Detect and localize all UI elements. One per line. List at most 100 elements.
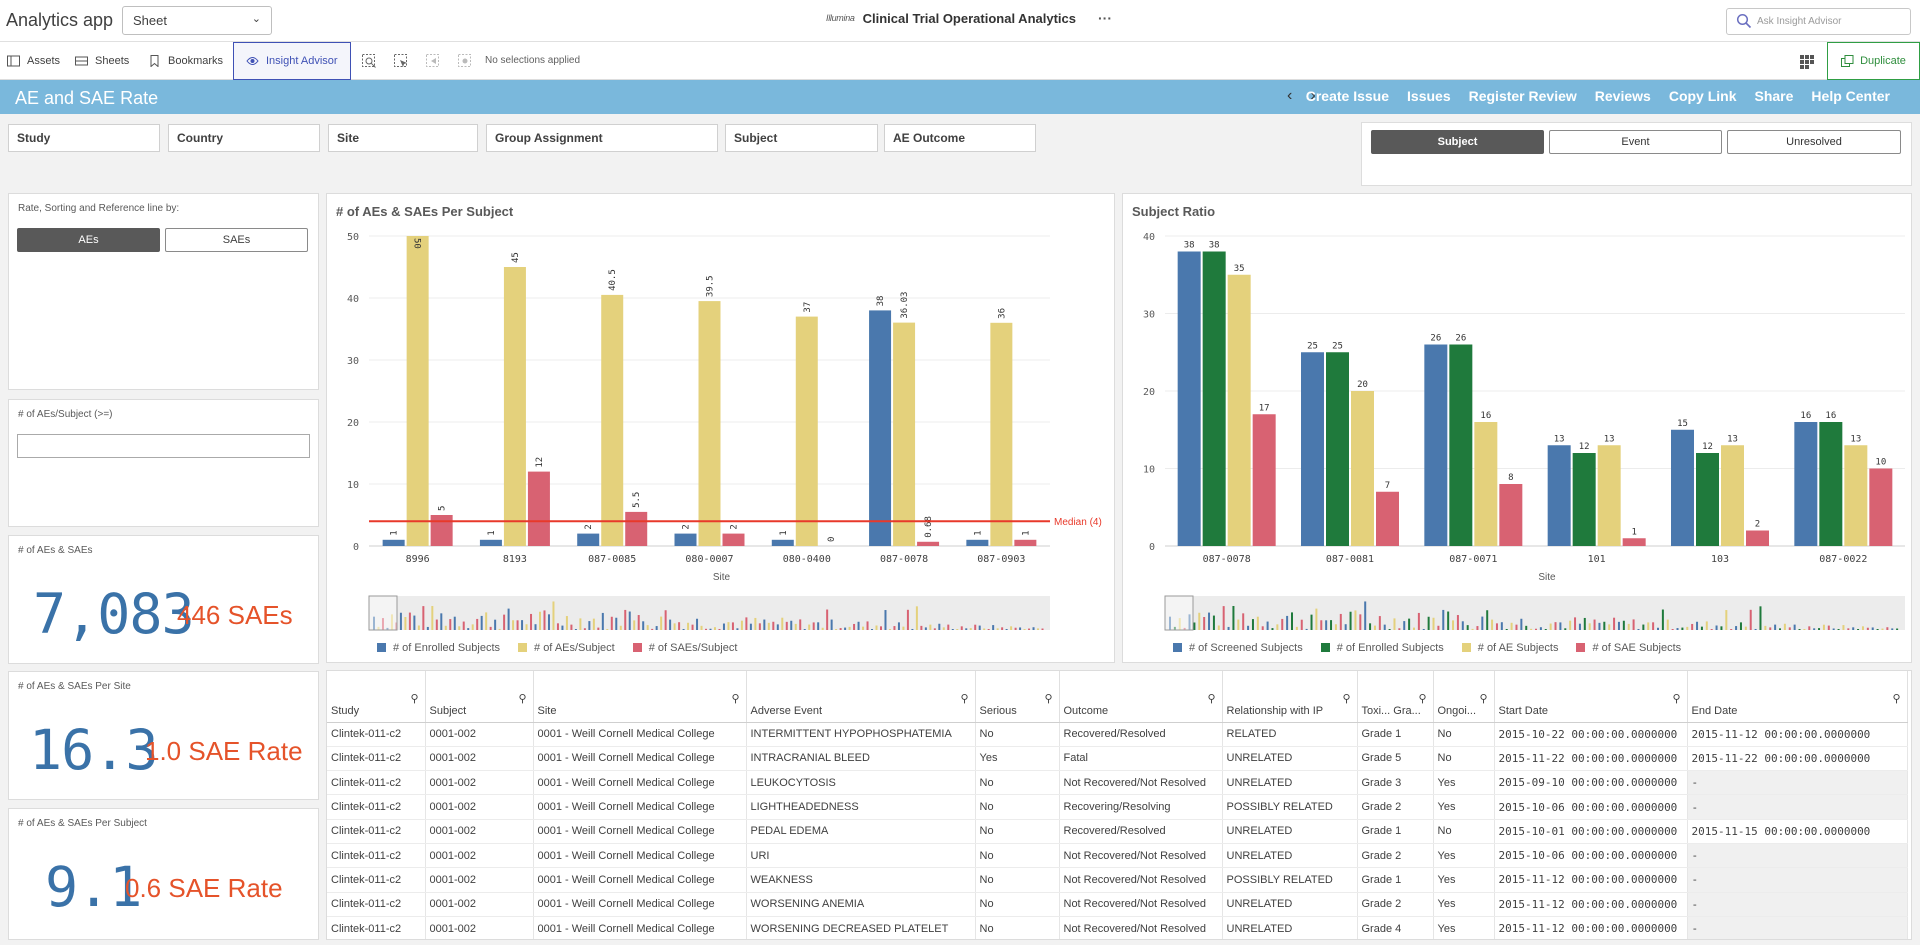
table-cell[interactable]: Clintek-011-c2 xyxy=(327,819,426,844)
table-cell[interactable]: Grade 1 xyxy=(1357,819,1434,844)
table-cell[interactable]: Not Recovered/Not Resolved xyxy=(1059,892,1223,917)
search-icon[interactable]: ⚲ xyxy=(960,693,969,705)
table-cell[interactable]: POSSIBLY RELATED xyxy=(1222,867,1358,893)
table-cell[interactable]: UNRELATED xyxy=(1222,892,1358,917)
table-cell[interactable]: WORSENING DECREASED PLATELET xyxy=(746,916,976,939)
table-cell[interactable]: INTRACRANIAL BLEED xyxy=(746,746,976,772)
more-options-button[interactable]: ··· xyxy=(1098,10,1112,26)
table-cell[interactable]: POSSIBLY RELATED xyxy=(1222,794,1358,820)
table-cell[interactable]: 2015-10-06 00:00:00.0000000 xyxy=(1494,843,1688,869)
table-cell[interactable]: Recovering/Resolving xyxy=(1059,794,1223,820)
clear-selections-icon[interactable] xyxy=(458,54,473,69)
table-cell[interactable]: 2015-10-06 00:00:00.0000000 xyxy=(1494,794,1688,820)
table-cell[interactable]: 2015-10-22 00:00:00.0000000 xyxy=(1494,722,1688,747)
issues-link[interactable]: Issues xyxy=(1407,88,1451,104)
table-cell[interactable]: 0001 - Weill Cornell Medical College xyxy=(533,867,747,893)
create-issue-link[interactable]: Create Issue xyxy=(1305,88,1390,104)
table-cell[interactable]: - xyxy=(1687,794,1908,820)
table-cell[interactable]: 0001 - Weill Cornell Medical College xyxy=(533,916,747,939)
table-cell[interactable]: No xyxy=(975,794,1060,820)
table-cell[interactable]: Grade 4 xyxy=(1357,916,1434,939)
column-header-start-date[interactable]: Start Date ⚲ xyxy=(1494,671,1688,723)
table-cell[interactable]: Yes xyxy=(1433,916,1495,939)
table-cell[interactable]: No xyxy=(975,770,1060,796)
table-cell[interactable]: Grade 1 xyxy=(1357,722,1434,747)
filter-country[interactable]: Country xyxy=(168,124,320,152)
ask-insight-advisor-input[interactable]: Ask Insight Advisor xyxy=(1726,8,1911,35)
table-cell[interactable]: Not Recovered/Not Resolved xyxy=(1059,770,1223,796)
select-region-icon[interactable] xyxy=(394,54,409,69)
table-cell[interactable]: Fatal xyxy=(1059,746,1223,772)
table-cell[interactable]: Yes xyxy=(1433,892,1495,917)
table-cell[interactable]: Not Recovered/Not Resolved xyxy=(1059,867,1223,893)
column-header-site[interactable]: Site ⚲ xyxy=(533,671,747,723)
table-cell[interactable]: - xyxy=(1687,770,1908,796)
table-cell[interactable]: 0001-002 xyxy=(425,843,534,869)
sheet-select[interactable]: Sheet ⌄ xyxy=(122,6,272,35)
sheets-button[interactable]: Sheets xyxy=(75,42,129,80)
table-cell[interactable]: Clintek-011-c2 xyxy=(327,892,426,917)
table-cell[interactable]: Clintek-011-c2 xyxy=(327,794,426,820)
table-cell[interactable]: 0001-002 xyxy=(425,892,534,917)
table-cell[interactable]: Clintek-011-c2 xyxy=(327,770,426,796)
table-cell[interactable]: 0001-002 xyxy=(425,770,534,796)
column-header-toxicity-grade[interactable]: Toxi... Gra... ⚲ xyxy=(1357,671,1434,723)
table-cell[interactable]: No xyxy=(975,916,1060,939)
filter-study[interactable]: Study xyxy=(8,124,160,152)
table-row[interactable]: Clintek-011-c2 0001-002 0001 - Weill Corne… xyxy=(327,794,1908,820)
table-row[interactable]: Clintek-011-c2 0001-002 0001 - Weill Corne… xyxy=(327,746,1908,772)
table-cell[interactable]: 0001-002 xyxy=(425,819,534,844)
column-header-study[interactable]: Study ⚲ xyxy=(327,671,426,723)
segment-unresolved[interactable]: Unresolved xyxy=(1727,130,1901,154)
table-cell[interactable]: Clintek-011-c2 xyxy=(327,746,426,772)
reviews-link[interactable]: Reviews xyxy=(1594,88,1651,104)
register-review-link[interactable]: Register Review xyxy=(1468,88,1577,104)
subject-ratio-chart[interactable]: 0 10 20 30 40 38 38 35 17 087-0078 25 25 20 7 087-0081… xyxy=(1123,194,1913,634)
table-cell[interactable]: UNRELATED xyxy=(1222,819,1358,844)
table-cell[interactable]: - xyxy=(1687,867,1908,893)
table-cell[interactable]: Yes xyxy=(1433,794,1495,820)
rate-by-aes-button[interactable]: AEs xyxy=(17,228,160,252)
column-header-relationship[interactable]: Relationship with IP ⚲ xyxy=(1222,671,1358,723)
column-header-adverse-event[interactable]: Adverse Event ⚲ xyxy=(746,671,976,723)
table-cell[interactable]: 2015-11-22 00:00:00.0000000 xyxy=(1687,746,1908,772)
legend-item[interactable]: # of AE Subjects xyxy=(1461,642,1558,654)
legend-item[interactable]: # of SAE Subjects xyxy=(1576,642,1681,654)
next-sheet-button[interactable]: › xyxy=(1310,87,1316,104)
table-row[interactable]: Clintek-011-c2 0001-002 0001 - Weill Corne… xyxy=(327,843,1908,869)
table-cell[interactable]: 0001-002 xyxy=(425,722,534,747)
search-icon[interactable]: ⚲ xyxy=(1342,693,1351,705)
column-header-ongoing[interactable]: Ongoi... ⚲ xyxy=(1433,671,1495,723)
table-cell[interactable]: UNRELATED xyxy=(1222,843,1358,869)
table-cell[interactable]: 2015-11-12 00:00:00.0000000 xyxy=(1494,867,1688,893)
rate-by-saes-button[interactable]: SAEs xyxy=(165,228,308,252)
table-cell[interactable]: PEDAL EDEMA xyxy=(746,819,976,844)
table-row[interactable]: Clintek-011-c2 0001-002 0001 - Weill Corne… xyxy=(327,819,1908,844)
table-cell[interactable]: 0001 - Weill Cornell Medical College xyxy=(533,892,747,917)
table-cell[interactable]: UNRELATED xyxy=(1222,746,1358,772)
table-row[interactable]: Clintek-011-c2 0001-002 0001 - Weill Corne… xyxy=(327,722,1908,747)
table-cell[interactable]: 0001 - Weill Cornell Medical College xyxy=(533,746,747,772)
legend-item[interactable]: # of Enrolled Subjects xyxy=(1320,642,1444,654)
table-cell[interactable]: LIGHTHEADEDNESS xyxy=(746,794,976,820)
search-icon[interactable]: ⚲ xyxy=(1207,693,1216,705)
table-cell[interactable]: No xyxy=(1433,746,1495,772)
search-icon[interactable]: ⚲ xyxy=(1672,693,1681,705)
table-cell[interactable]: 0001 - Weill Cornell Medical College xyxy=(533,794,747,820)
table-cell[interactable]: 2015-11-12 00:00:00.0000000 xyxy=(1494,892,1688,917)
table-cell[interactable]: RELATED xyxy=(1222,722,1358,747)
segment-event[interactable]: Event xyxy=(1549,130,1722,154)
column-header-outcome[interactable]: Outcome ⚲ xyxy=(1059,671,1223,723)
table-cell[interactable]: No xyxy=(975,722,1060,747)
table-row[interactable]: Clintek-011-c2 0001-002 0001 - Weill Corne… xyxy=(327,916,1908,939)
filter-site[interactable]: Site xyxy=(328,124,478,152)
table-cell[interactable]: UNRELATED xyxy=(1222,916,1358,939)
share-link[interactable]: Share xyxy=(1754,88,1794,104)
table-cell[interactable]: 2015-09-10 00:00:00.0000000 xyxy=(1494,770,1688,796)
table-cell[interactable]: No xyxy=(975,819,1060,844)
table-row[interactable]: Clintek-011-c2 0001-002 0001 - Weill Corne… xyxy=(327,867,1908,893)
table-cell[interactable]: URI xyxy=(746,843,976,869)
column-header-subject[interactable]: Subject ⚲ xyxy=(425,671,534,723)
table-cell[interactable]: Grade 2 xyxy=(1357,794,1434,820)
previous-sheet-button[interactable]: ‹ xyxy=(1287,87,1293,104)
